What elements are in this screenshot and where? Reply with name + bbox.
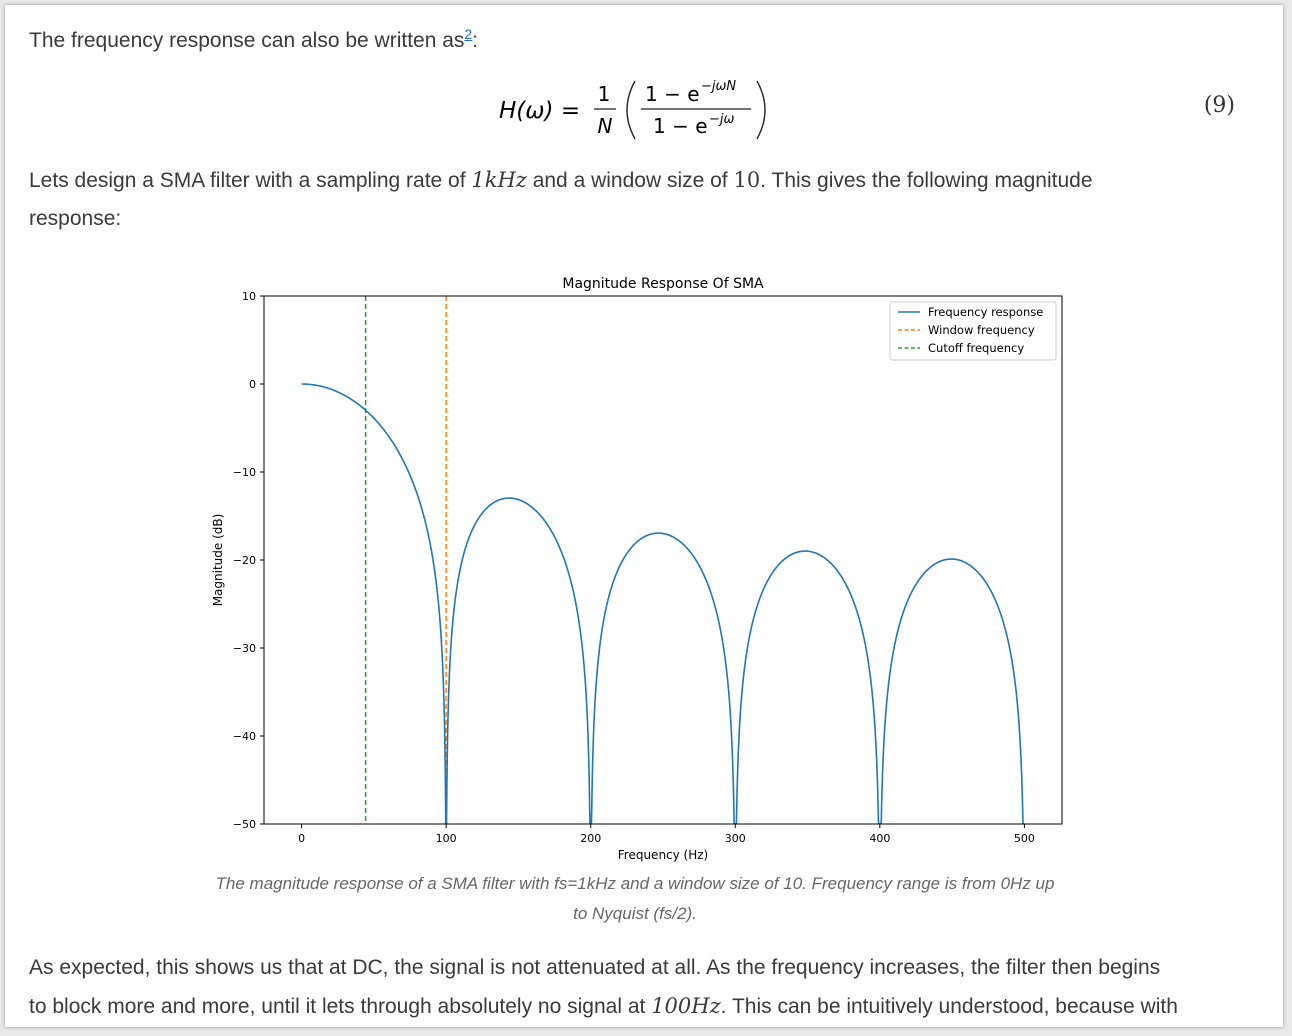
article-page: The frequency response can also be writt… xyxy=(5,5,1283,1027)
y-tick-label: −50 xyxy=(233,818,256,831)
x-tick-label: 0 xyxy=(298,832,305,845)
bottom-text-2b: . This can be intuitively understood, be… xyxy=(720,995,1178,1018)
equation-numerator: 1 − e xyxy=(645,82,700,106)
equation-denominator: 1 − e xyxy=(653,114,708,138)
equation-one: 1 xyxy=(598,82,611,106)
x-tick-label: 200 xyxy=(580,832,601,845)
y-tick-label: 0 xyxy=(249,378,256,391)
intro-colon: : xyxy=(472,29,479,52)
y-tick-label: −20 xyxy=(233,554,256,567)
y-tick-label: −40 xyxy=(233,730,256,743)
design-text-4: response: xyxy=(29,207,122,230)
x-tick-label: 400 xyxy=(869,832,890,845)
y-tick-label: −10 xyxy=(233,466,256,479)
footnote-link[interactable]: 2 xyxy=(464,26,473,42)
design-math-sample-rate: 1kHz xyxy=(471,168,527,192)
equation-lhs: H(ω) = xyxy=(499,98,580,124)
intro-text: The frequency response can also be writt… xyxy=(29,29,465,52)
x-tick-label: 300 xyxy=(725,832,746,845)
legend-entry: Cutoff frequency xyxy=(928,341,1024,355)
equation-numerator-exp: −jωN xyxy=(701,79,736,94)
legend-entry: Frequency response xyxy=(928,305,1043,319)
intro-paragraph: The frequency response can also be writt… xyxy=(29,15,478,60)
bottom-text-2a: to block more and more, until it lets th… xyxy=(29,995,652,1018)
plot-area xyxy=(301,296,1025,824)
y-tick-label: −30 xyxy=(233,642,256,655)
equation-number: (9) xyxy=(1203,93,1235,118)
legend-entry: Window frequency xyxy=(928,323,1035,337)
magnitude-response-chart: Magnitude Response Of SMA 0 100 200 300 400 5… xyxy=(211,276,1063,862)
figure-caption: The magnitude response of a SMA filter w… xyxy=(165,869,1105,929)
equation-denominator-exp: −jω xyxy=(709,112,735,127)
frequency-response-equation: H(ω) = 1 N 1 − e −jωN 1 − e −jω xyxy=(499,79,766,140)
legend-box xyxy=(889,301,1057,361)
design-text-3: . This gives the following magnitude xyxy=(760,169,1093,192)
x-tick-label: 500 xyxy=(1014,832,1035,845)
x-tick-label: 100 xyxy=(436,832,457,845)
bottom-text-1: As expected, this shows us that at DC, t… xyxy=(29,956,1161,979)
x-axis-label: Frequency (Hz) xyxy=(618,848,709,862)
equation-n: N xyxy=(598,114,613,138)
caption-line-1: The magnitude response of a SMA filter w… xyxy=(215,874,1055,893)
chart-legend: Frequency response Window frequency Cutoff… xyxy=(889,301,1057,361)
design-text-1: Lets design a SMA filter with a sampling… xyxy=(29,169,472,192)
y-tick-label: 10 xyxy=(242,290,256,303)
chart-title: Magnitude Response Of SMA xyxy=(562,276,764,292)
series-frequency-response-line xyxy=(301,383,1025,824)
design-paragraph: Lets design a SMA filter with a sampling… xyxy=(29,161,1093,238)
design-text-2: and a window size of xyxy=(526,169,734,192)
caption-line-2: to Nyquist (fs/2). xyxy=(573,904,697,923)
design-math-window-size: 10 xyxy=(733,168,761,192)
bottom-math-frequency: 100Hz xyxy=(651,994,721,1018)
bottom-paragraph: As expected, this shows us that at DC, t… xyxy=(29,949,1178,1026)
y-axis-label: Magnitude (dB) xyxy=(211,514,225,607)
